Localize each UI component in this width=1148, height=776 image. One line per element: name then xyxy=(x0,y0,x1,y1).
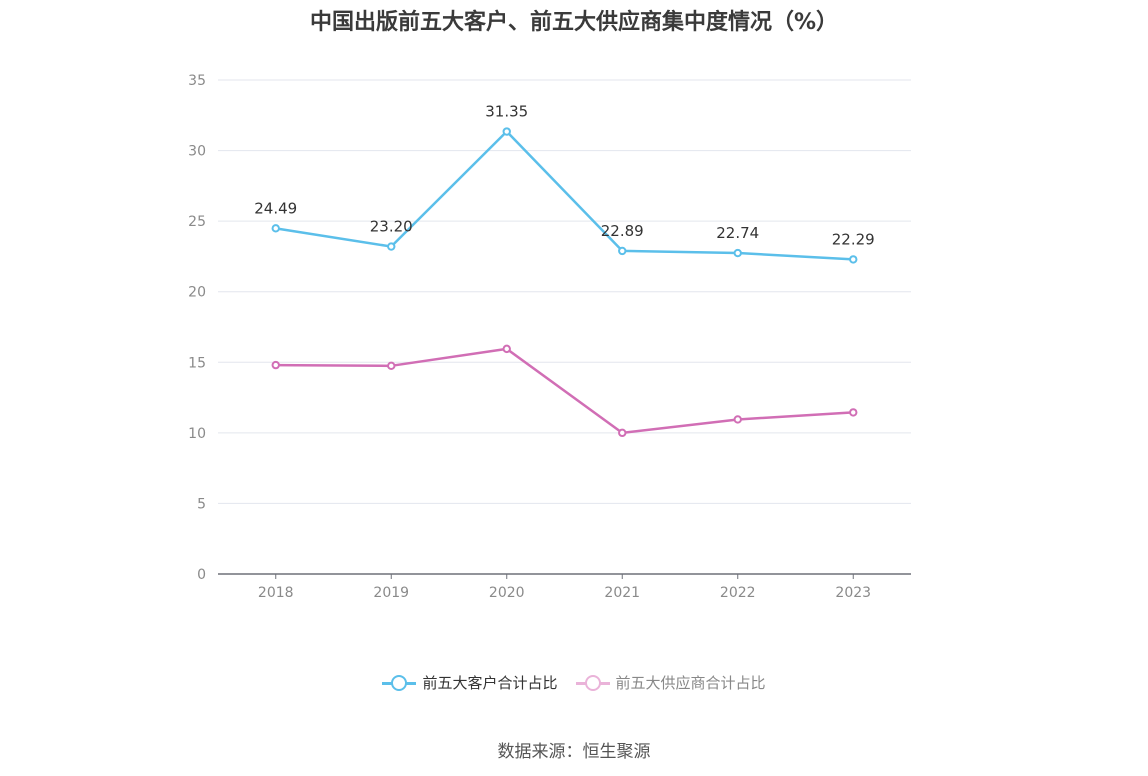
legend-label: 前五大客户合计占比 xyxy=(422,674,558,692)
data-point[interactable] xyxy=(271,360,280,370)
data-point[interactable] xyxy=(618,428,627,438)
series-lines xyxy=(271,127,858,438)
data-point[interactable] xyxy=(618,246,627,256)
data-label: 22.29 xyxy=(832,230,875,248)
legend-item-customers[interactable]: 前五大客户合计占比 xyxy=(382,672,558,693)
x-tick-label: 2020 xyxy=(489,585,525,601)
x-tick-label: 2023 xyxy=(835,585,871,601)
data-point[interactable] xyxy=(849,255,858,264)
data-label: 23.20 xyxy=(370,218,413,236)
data-point[interactable] xyxy=(387,242,396,251)
y-tick-label: 10 xyxy=(188,426,206,442)
data-label: 31.35 xyxy=(485,103,528,121)
data-point[interactable] xyxy=(849,408,858,417)
legend-marker-icon xyxy=(575,673,610,693)
legend-marker-icon xyxy=(382,673,417,693)
data-point[interactable] xyxy=(271,224,280,233)
data-point[interactable] xyxy=(733,248,742,258)
axes: 0 5 10 15 20 25 30 35 2018 2019 2020 2021 2022 2023 xyxy=(188,73,911,601)
source-note: 数据来源：恒生聚源 xyxy=(497,742,651,762)
grid-lines xyxy=(218,79,911,504)
x-tick-label: 2019 xyxy=(373,585,409,601)
data-point[interactable] xyxy=(502,127,511,136)
x-tick-label: 2022 xyxy=(720,585,756,601)
legend-item-suppliers[interactable]: 前五大供应商合计占比 xyxy=(575,672,766,693)
data-point[interactable] xyxy=(502,344,511,354)
legend-label: 前五大供应商合计占比 xyxy=(615,674,766,692)
data-label: 22.89 xyxy=(601,222,644,240)
y-tick-label: 30 xyxy=(188,144,206,160)
x-tick-label: 2018 xyxy=(258,585,294,601)
data-point[interactable] xyxy=(387,361,396,371)
data-label: 24.49 xyxy=(254,199,297,217)
y-tick-label: 15 xyxy=(188,355,206,371)
y-tick-label: 20 xyxy=(188,285,206,301)
legend: 前五大客户合计占比 前五大供应商合计占比 xyxy=(0,672,1148,693)
y-tick-label: 25 xyxy=(188,214,206,230)
x-tick-label: 2021 xyxy=(604,585,640,601)
data-label: 22.74 xyxy=(716,224,759,242)
data-point[interactable] xyxy=(733,415,742,424)
chart-title: 中国出版前五大客户、前五大供应商集中度情况（%） xyxy=(309,10,839,35)
data-labels: 24.49 23.20 31.35 22.89 22.74 22.29 xyxy=(254,103,874,249)
y-tick-label: 35 xyxy=(188,73,206,89)
y-tick-label: 5 xyxy=(197,496,206,512)
y-tick-label: 0 xyxy=(197,567,206,583)
series-line-1 xyxy=(275,347,854,435)
series-line-0 xyxy=(275,130,854,261)
